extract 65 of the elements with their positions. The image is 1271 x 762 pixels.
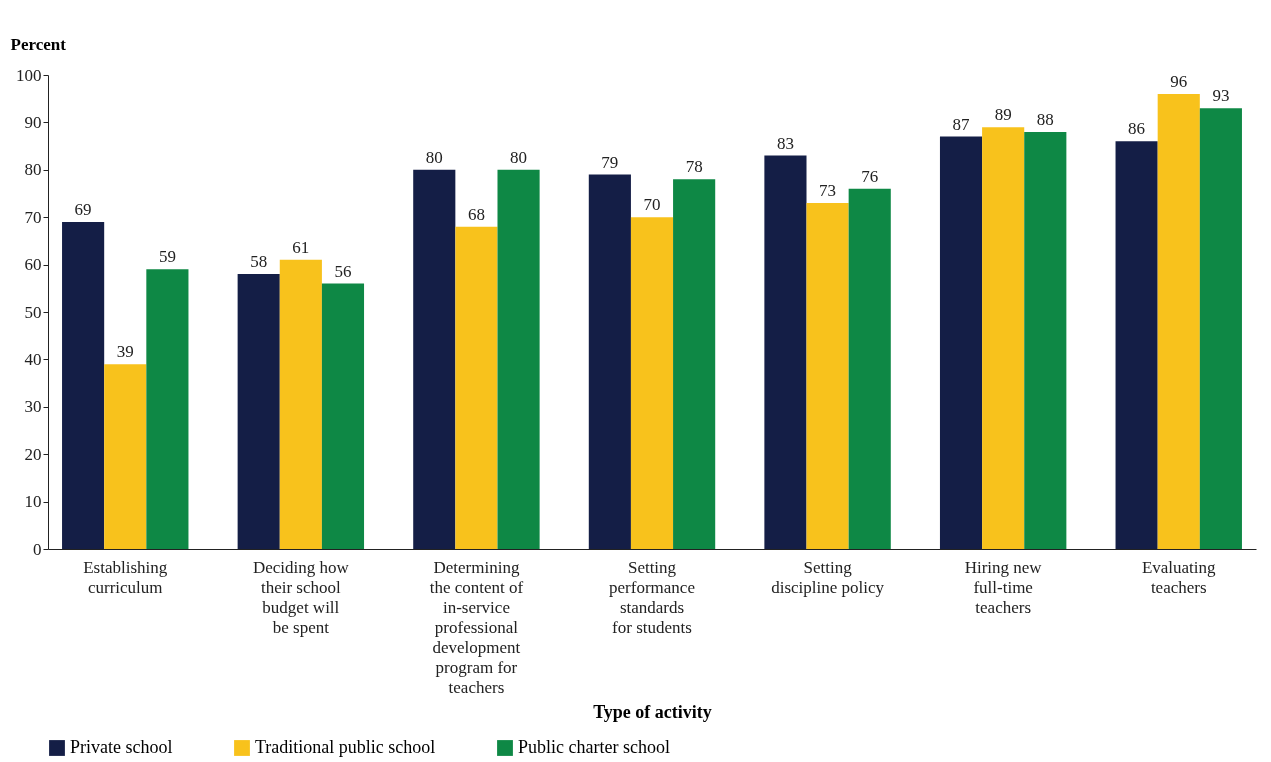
- bar: [806, 202, 849, 549]
- bar: [455, 226, 498, 549]
- data-label: 56: [334, 261, 352, 281]
- legend-label: Traditional public school: [255, 737, 436, 757]
- bar: [982, 127, 1025, 549]
- x-tick-label: Setting discipline policy: [771, 557, 885, 597]
- bar: [1024, 131, 1067, 549]
- data-label: 70: [643, 195, 661, 215]
- data-label: 61: [292, 237, 310, 257]
- data-label: 80: [510, 147, 528, 167]
- y-tick-label: 60: [24, 255, 42, 275]
- data-label: 88: [1036, 109, 1054, 129]
- data-label: 79: [601, 152, 619, 172]
- x-axis-title: Type of activity: [593, 701, 712, 722]
- y-tick-label: 30: [24, 397, 42, 417]
- data-label: 80: [425, 147, 443, 167]
- bar: [279, 259, 322, 549]
- y-tick-label: 20: [24, 444, 42, 464]
- data-label: 83: [776, 133, 794, 153]
- legend-label: Public charter school: [518, 737, 670, 757]
- data-label: 87: [952, 114, 971, 134]
- data-label: 68: [467, 204, 485, 224]
- data-label: 69: [74, 199, 92, 219]
- data-label: 86: [1128, 119, 1146, 139]
- data-label: 58: [250, 252, 268, 272]
- y-axis-title: Percent: [10, 34, 67, 54]
- bar: [588, 174, 631, 549]
- bar: [321, 283, 365, 549]
- data-label: 89: [994, 105, 1012, 125]
- y-tick-label: 10: [24, 492, 42, 512]
- x-tick-label: Deciding how their school budget will be spent: [252, 557, 350, 637]
- bar: [413, 169, 456, 549]
- y-tick-label: 70: [24, 207, 42, 227]
- bar: [1157, 93, 1200, 549]
- data-label: 39: [116, 342, 134, 362]
- bar: [630, 217, 674, 549]
- bar: [1199, 108, 1242, 549]
- y-tick-label: 90: [24, 112, 42, 132]
- y-tick-label: 100: [16, 65, 42, 85]
- bar: [848, 188, 891, 549]
- data-label: 73: [819, 180, 837, 200]
- bar: [104, 364, 147, 549]
- data-label: 76: [861, 166, 879, 186]
- bar: [1115, 141, 1158, 549]
- legend-label: Private school: [70, 737, 173, 757]
- data-label: 78: [685, 157, 703, 177]
- y-tick-label: 80: [24, 160, 42, 180]
- bar: [497, 169, 540, 549]
- bar: [62, 221, 105, 549]
- bar: [237, 274, 280, 549]
- x-tick-label: Setting performance standards for students: [609, 557, 695, 637]
- x-tick-label: Establishing curriculum: [83, 557, 168, 597]
- x-tick-label: Determining the content of in-service professional development program for teachers: [429, 557, 524, 697]
- bar: [939, 136, 983, 549]
- bar: [673, 179, 716, 549]
- y-tick-label: 40: [24, 349, 42, 369]
- bar: [764, 155, 807, 549]
- y-tick-label: 0: [33, 539, 42, 559]
- data-label: 93: [1212, 86, 1230, 106]
- data-label: 96: [1170, 71, 1188, 91]
- data-label: 59: [158, 247, 176, 267]
- x-tick-label: Hiring new full-time teachers: [964, 557, 1043, 617]
- y-tick-label: 50: [24, 302, 42, 322]
- x-tick-label: Evaluating teachers: [1141, 557, 1217, 597]
- bar: [146, 269, 189, 549]
